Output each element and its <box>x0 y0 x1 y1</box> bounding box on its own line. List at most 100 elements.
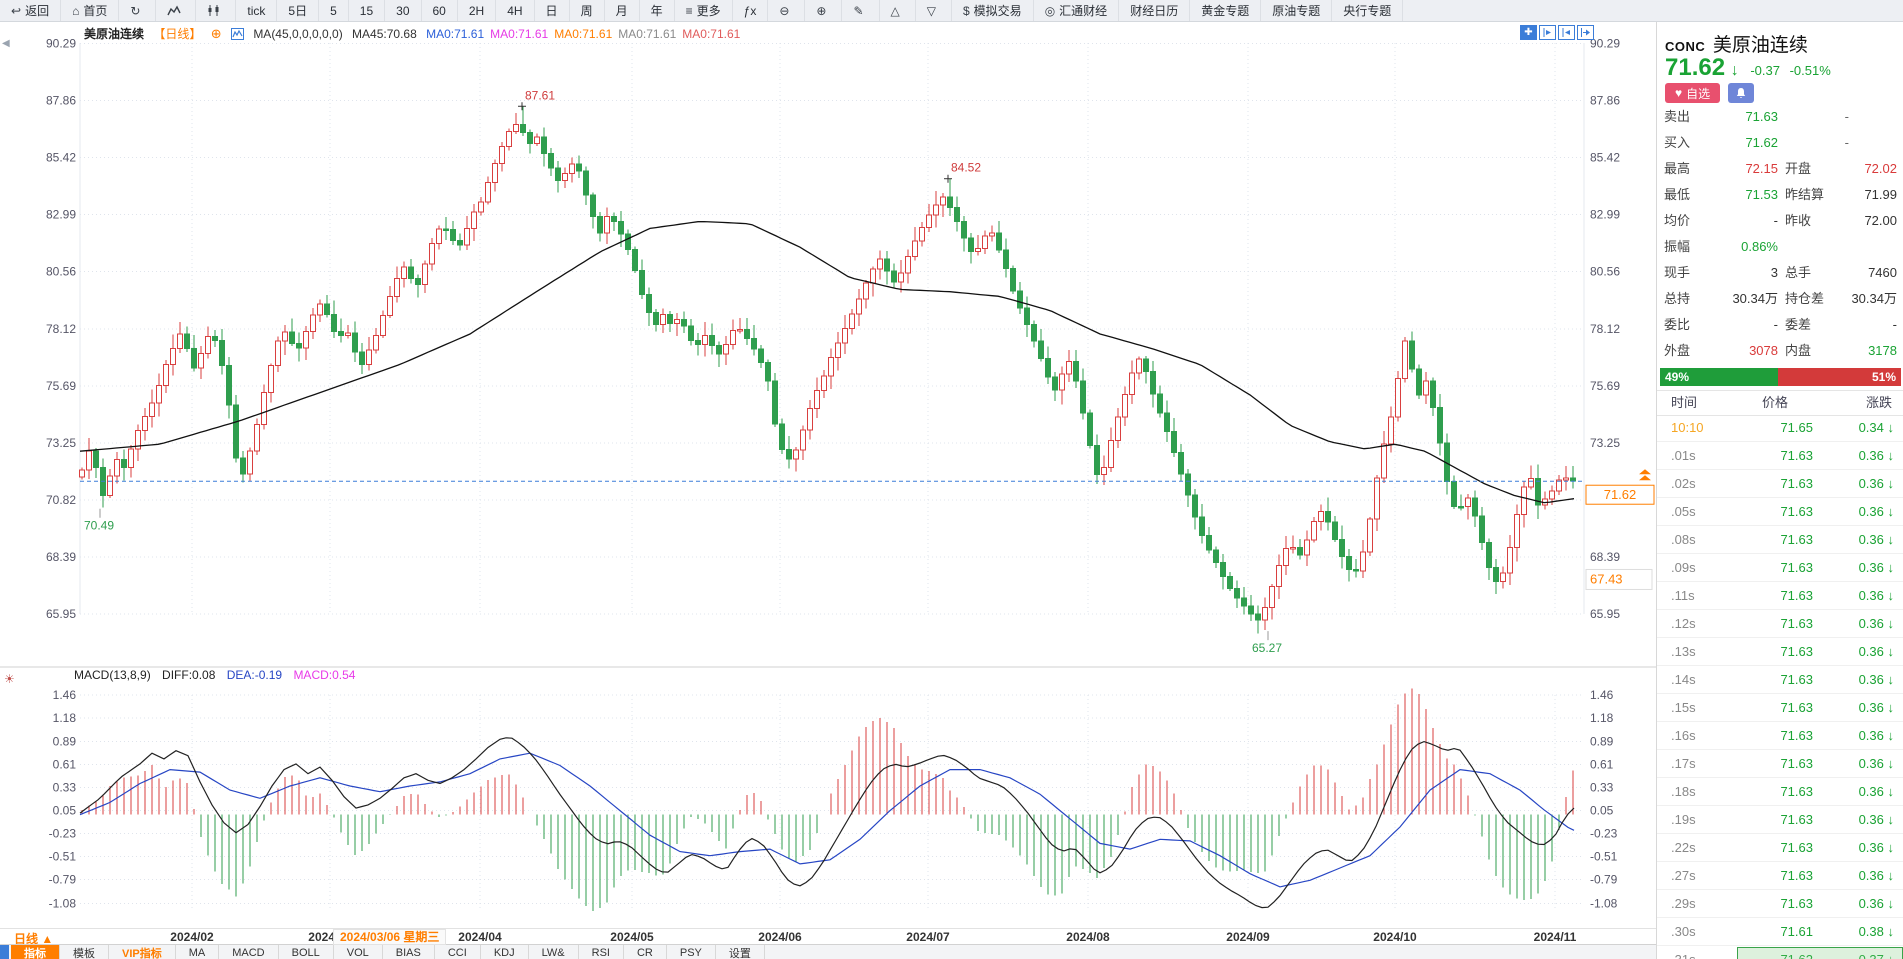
svg-text:0.05: 0.05 <box>53 804 77 818</box>
tab-LW&[interactable]: LW& <box>529 945 579 959</box>
tick-row[interactable]: .08s 71.63 0.36 ↓ <box>1657 526 1903 554</box>
tick-table[interactable]: 10:10 71.65 0.34 ↓ .01s 71.63 0.36 ↓ .02s 71.63… <box>1657 414 1903 959</box>
tab-MA[interactable]: MA <box>176 945 220 959</box>
tick-row[interactable]: .19s 71.63 0.36 ↓ <box>1657 806 1903 834</box>
ma-value-label: MA0:71.61 <box>426 27 485 41</box>
toolbar-item-h4[interactable]: 4H <box>496 0 535 21</box>
svg-text:68.39: 68.39 <box>1590 550 1620 564</box>
tick-row[interactable]: .11s 71.63 0.36 ↓ <box>1657 582 1903 610</box>
zoom-out-icon: ⊖ <box>779 3 790 18</box>
tab-MACD[interactable]: MACD <box>219 945 279 959</box>
ma-setting-label[interactable]: MA(45,0,0,0,0,0) <box>253 27 343 41</box>
layout-left-icon[interactable] <box>1539 25 1556 40</box>
toolbar-item-more[interactable]: ≡ 更多 <box>675 0 733 21</box>
tick-row[interactable]: .30s 71.61 0.38 ↓ <box>1657 918 1903 946</box>
svg-text:1.46: 1.46 <box>1590 688 1614 702</box>
tick-row[interactable]: .14s 71.63 0.36 ↓ <box>1657 666 1903 694</box>
toolbar-item-line-chart[interactable] <box>156 0 197 21</box>
tab-设置[interactable]: 设置 <box>716 945 765 959</box>
macd-title[interactable]: MACD(13,8,9) <box>74 668 151 682</box>
mini-chart-icon[interactable] <box>230 27 244 41</box>
tick-row[interactable]: .22s 71.63 0.36 ↓ <box>1657 834 1903 862</box>
toolbar-item-fx[interactable]: ƒx <box>733 0 769 21</box>
toolbar-item-tri-down[interactable]: ▽ <box>916 0 952 21</box>
toolbar-item-gold-topic[interactable]: 黄金专题 <box>1190 0 1262 21</box>
toolbar-item-bank-topic[interactable]: 央行专题 <box>1332 0 1404 21</box>
tick-row[interactable]: .27s 71.63 0.36 ↓ <box>1657 862 1903 890</box>
chart-period-label[interactable]: 【日线】 <box>153 27 202 41</box>
tab-BIAS[interactable]: BIAS <box>383 945 435 959</box>
toolbar-item-calendar[interactable]: 财经日历 <box>1119 0 1191 21</box>
tick-row[interactable]: .02s 71.63 0.36 ↓ <box>1657 470 1903 498</box>
toolbar-item-fx678[interactable]: ◎ 汇通财经 <box>1034 0 1120 21</box>
ma45-value-label: MA45:70.68 <box>352 27 417 41</box>
toolbar-item-tri-up[interactable]: △ <box>880 0 916 21</box>
candle-chart-icon <box>208 5 219 16</box>
tab-BOLL[interactable]: BOLL <box>279 945 334 959</box>
buy-ratio: 49% <box>1660 368 1779 386</box>
toolbar-item-draw[interactable]: ✎ <box>842 0 880 21</box>
period-selector[interactable]: 日线 ▲ <box>14 932 54 946</box>
tick-row[interactable]: .17s 71.63 0.36 ↓ <box>1657 750 1903 778</box>
tick-row[interactable]: .29s 71.63 0.36 ↓ <box>1657 890 1903 918</box>
indicator-settings-icon[interactable]: ⊕ <box>210 26 222 41</box>
toolbar-item-tick[interactable]: tick <box>236 0 278 21</box>
toolbar-item-m15[interactable]: 15 <box>349 0 386 21</box>
tab-PSY[interactable]: PSY <box>667 945 716 959</box>
svg-text:-0.79: -0.79 <box>49 872 77 886</box>
tick-row[interactable]: .16s 71.63 0.36 ↓ <box>1657 722 1903 750</box>
toolbar-item-month[interactable]: 月 <box>605 0 640 21</box>
toolbar-item-refresh[interactable]: ↻ <box>119 0 157 21</box>
quote-detail-row: 委比 - 委差 - <box>1664 317 1897 332</box>
toolbar-item-zoom-out[interactable]: ⊖ <box>768 0 806 21</box>
tab-模板[interactable]: 模板 <box>60 945 109 959</box>
tick-row[interactable]: .05s 71.63 0.36 ↓ <box>1657 498 1903 526</box>
svg-text:75.69: 75.69 <box>46 379 76 393</box>
svg-text:78.12: 78.12 <box>1590 322 1620 336</box>
add-favorite-button[interactable]: ♥ 自选 <box>1665 83 1721 103</box>
toolbar-item-back[interactable]: ↩ 返回 <box>0 0 62 21</box>
tick-row[interactable]: .18s 71.63 0.36 ↓ <box>1657 778 1903 806</box>
toolbar-item-week[interactable]: 周 <box>570 0 605 21</box>
chart-symbol-label: 美原油连续 <box>84 27 145 41</box>
toolbar-item-m5[interactable]: 5 <box>319 0 349 21</box>
tick-row[interactable]: .09s 71.63 0.36 ↓ <box>1657 554 1903 582</box>
toolbar-item-m60[interactable]: 60 <box>422 0 458 21</box>
sell-ratio: 51% <box>1778 368 1901 386</box>
toolbar-item-day[interactable]: 日 <box>535 0 570 21</box>
tick-row[interactable]: .12s 71.63 0.36 ↓ <box>1657 610 1903 638</box>
tick-row[interactable]: .31s71.620.37 ↓ <box>1657 946 1903 959</box>
tab-CR[interactable]: CR <box>624 945 667 959</box>
svg-text:1.18: 1.18 <box>53 711 77 725</box>
toolbar-item-zoom-in[interactable]: ⊕ <box>805 0 843 21</box>
draw-icon: ✎ <box>853 3 864 18</box>
layout-expand-icon[interactable] <box>1577 25 1594 40</box>
price-macd-chart[interactable]: 90.29 90.29 87.86 87.86 85.42 85.42 82.99 82.99… <box>0 22 1656 928</box>
tick-row[interactable]: .15s 71.63 0.36 ↓ <box>1657 694 1903 722</box>
macd-dea-label: DEA:-0.19 <box>226 668 283 682</box>
toolbar-item-m30[interactable]: 30 <box>385 0 422 21</box>
toolbar-item-sim-trade[interactable]: $ 模拟交易 <box>952 0 1034 21</box>
tab-RSI[interactable]: RSI <box>579 945 624 959</box>
crosshair-icon[interactable]: ✚ <box>1520 25 1537 40</box>
toolbar-item-5d[interactable]: 5日 <box>277 0 320 21</box>
tab-指标[interactable]: 指标 <box>11 945 60 959</box>
tab-VOL[interactable]: VOL <box>334 945 383 959</box>
tab-CCI[interactable]: CCI <box>435 945 481 959</box>
x-axis-month-label: 2024/06 <box>758 930 802 944</box>
toolbar-item-candle-chart[interactable] <box>196 0 237 21</box>
layout-right-icon[interactable] <box>1558 25 1575 40</box>
toolbar-item-h2[interactable]: 2H <box>458 0 497 21</box>
tab-KDJ[interactable]: KDJ <box>481 945 529 959</box>
toolbar-item-year[interactable]: 年 <box>640 0 675 21</box>
tick-row[interactable]: 10:10 71.65 0.34 ↓ <box>1657 414 1903 442</box>
alert-bell-button[interactable] <box>1728 83 1755 103</box>
tick-row[interactable]: .01s 71.63 0.36 ↓ <box>1657 442 1903 470</box>
bell-icon <box>1736 88 1746 98</box>
tab-VIP指标[interactable]: VIP指标 <box>109 945 176 959</box>
brightness-icon[interactable]: ☀ <box>4 672 15 686</box>
toolbar-item-home[interactable]: ⌂ 首页 <box>61 0 120 21</box>
toolbar-item-oil-topic[interactable]: 原油专题 <box>1261 0 1333 21</box>
collapse-left-icon[interactable]: ◀ <box>2 38 10 49</box>
tick-row[interactable]: .13s 71.63 0.36 ↓ <box>1657 638 1903 666</box>
